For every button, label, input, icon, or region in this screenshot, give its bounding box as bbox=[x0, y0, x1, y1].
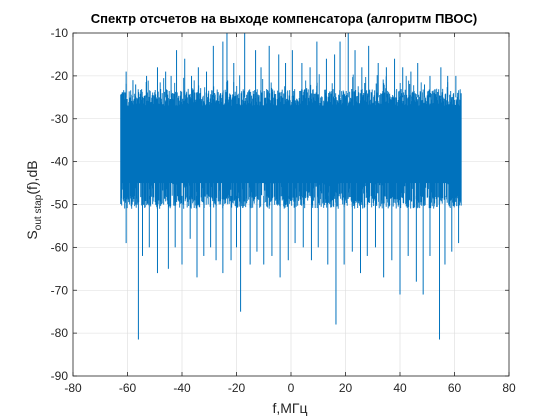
tick-labels: -80 -60 -40 -20 0 20 40 60 80-90-80-70-60-50-40-… bbox=[51, 26, 516, 395]
x-tick-label: -80 bbox=[64, 381, 82, 395]
y-tick-label: -90 bbox=[51, 369, 69, 383]
y-tick-label: -40 bbox=[51, 155, 69, 169]
x-tick-label: 0 bbox=[288, 381, 295, 395]
x-tick-label: 80 bbox=[502, 381, 516, 395]
y-tick-label: -10 bbox=[51, 26, 69, 40]
y-axis-label-subscript: out stap bbox=[33, 194, 44, 230]
x-tick-label: -40 bbox=[173, 381, 191, 395]
x-axis-label: f,МГц bbox=[272, 400, 307, 416]
y-tick-label: -70 bbox=[51, 283, 69, 297]
y-tick-label: -20 bbox=[51, 69, 69, 83]
y-axis-label: Sout stap(f),dB bbox=[24, 160, 44, 239]
spectrum-band-body bbox=[120, 105, 462, 184]
x-tick-label: 60 bbox=[448, 381, 462, 395]
x-tick-label: -60 bbox=[119, 381, 137, 395]
y-tick-label: -60 bbox=[51, 240, 69, 254]
plot-data bbox=[120, 33, 462, 340]
y-tick-label: -50 bbox=[51, 198, 69, 212]
y-axis-label-suffix: (f),dB bbox=[24, 160, 40, 194]
y-tick-label: -30 bbox=[51, 112, 69, 126]
x-tick-label: 40 bbox=[393, 381, 407, 395]
y-tick-label: -80 bbox=[51, 326, 69, 340]
axes bbox=[72, 32, 510, 377]
chart-title: Спектр отсчетов на выходе компенсатора (… bbox=[91, 11, 477, 26]
x-tick-label: -20 bbox=[228, 381, 246, 395]
x-tick-label: 20 bbox=[339, 381, 353, 395]
y-axis-label-main: S bbox=[24, 230, 40, 239]
